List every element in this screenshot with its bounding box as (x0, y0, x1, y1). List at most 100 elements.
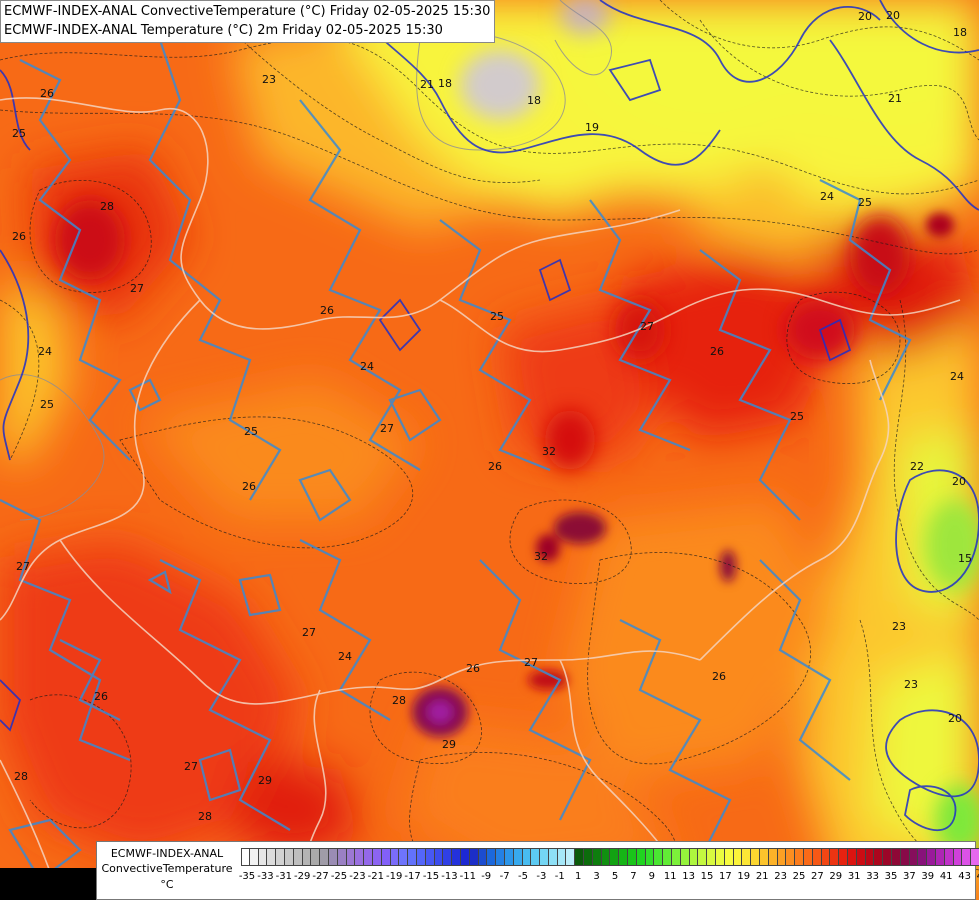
legend-tick-label: -7 (499, 871, 510, 882)
map-title-box: ECMWF-INDEX-ANAL ConvectiveTemperature (… (0, 0, 496, 43)
legend-tick-label: -19 (386, 871, 403, 882)
legend-swatch (716, 848, 725, 866)
contour-label: 21 (888, 92, 902, 105)
contour-label: 27 (184, 760, 198, 773)
legend-swatch (865, 848, 875, 866)
legend-swatch (944, 848, 954, 866)
legend-tick-label: -23 (349, 871, 366, 882)
legend-tick-label: 7 (630, 871, 637, 882)
legend-swatch (760, 848, 769, 866)
legend-swatch (372, 848, 382, 866)
contour-label: 23 (892, 620, 906, 633)
legend-swatch (918, 848, 928, 866)
legend-swatch (381, 848, 391, 866)
legend-swatch (443, 848, 453, 866)
legend-swatch (293, 848, 303, 866)
contour-label: 29 (258, 774, 272, 787)
legend-tick-label: 45 (977, 871, 979, 882)
contour-label: 24 (338, 650, 352, 663)
contour-label: 24 (950, 370, 964, 383)
legend-unit: °C (160, 878, 174, 891)
legend-swatch (504, 848, 514, 866)
contour-label: 28 (198, 810, 212, 823)
contour-label: 26 (40, 87, 54, 100)
legend-swatch (364, 848, 373, 866)
contour-label: 28 (100, 200, 114, 213)
contour-label: 27 (524, 656, 538, 669)
legend-tick-label: 37 (903, 871, 916, 882)
contour-label: 28 (14, 770, 28, 783)
legend-tick-label: 43 (958, 871, 971, 882)
legend-swatch (575, 848, 585, 866)
legend-swatch (786, 848, 796, 866)
contour-label: 26 (12, 230, 26, 243)
legend-swatch (812, 848, 822, 866)
contour-label: 24 (820, 190, 834, 203)
legend-swatch (856, 848, 866, 866)
legend-swatch (566, 848, 576, 866)
contour-label: 26 (712, 670, 726, 683)
legend-tick-label: -3 (536, 871, 547, 882)
legend-swatch (267, 848, 277, 866)
contour-label: 15 (958, 552, 972, 565)
contour-label: 19 (585, 121, 599, 134)
legend-swatch (962, 848, 972, 866)
legend-tick-label: -25 (330, 871, 348, 882)
legend-swatch (628, 848, 637, 866)
contour-label: 21 (420, 78, 434, 91)
legend-swatch (751, 848, 761, 866)
legend-swatch (707, 848, 717, 866)
contour-label: 18 (953, 26, 967, 39)
legend-swatch (249, 848, 259, 866)
title-line-temperature: ECMWF-INDEX-ANAL Temperature (°C) 2m Fri… (4, 23, 443, 38)
contour-label: 23 (262, 73, 276, 86)
legend-swatch (284, 848, 294, 866)
legend-tick-label: -1 (554, 871, 565, 882)
legend-swatch (276, 848, 285, 866)
contour-label: 27 (640, 320, 654, 333)
legend-swatch (927, 848, 936, 866)
legend-swatch (531, 848, 541, 866)
contour-label: 20 (858, 10, 872, 23)
legend-swatch (768, 848, 778, 866)
contour-label: 26 (242, 480, 256, 493)
legend-model: ECMWF-INDEX-ANAL (110, 847, 224, 860)
legend-tick-label: -29 (294, 871, 311, 882)
legend-swatch (971, 848, 979, 866)
legend-tick-label: -33 (257, 871, 274, 882)
contour-label: 25 (790, 410, 804, 423)
contour-label: 29 (442, 738, 456, 751)
legend-tick-label: -27 (312, 871, 329, 882)
contour-label: 26 (466, 662, 480, 675)
legend-swatch (478, 848, 488, 866)
legend-swatch (795, 848, 804, 866)
legend-swatch (839, 848, 848, 866)
contour-label: 18 (527, 94, 541, 107)
contour-label: 22 (910, 460, 924, 473)
title-line-convective: ECMWF-INDEX-ANAL ConvectiveTemperature (… (4, 4, 491, 19)
contour-label: 25 (40, 398, 54, 411)
legend-tick-label: 15 (700, 871, 714, 882)
contour-label: 27 (302, 626, 316, 639)
legend-tick-label: 1 (575, 871, 582, 882)
legend-tick-label: 19 (737, 871, 751, 882)
legend-swatch (953, 848, 963, 866)
contour-label: 25 (244, 425, 258, 438)
legend-swatch (680, 848, 690, 866)
contour-label: 26 (320, 304, 334, 317)
legend-swatch (487, 848, 497, 866)
legend-swatch (847, 848, 857, 866)
contour-label: 20 (952, 475, 966, 488)
legend-swatch (654, 848, 664, 866)
legend-swatch (390, 848, 400, 866)
legend-tick-label: -31 (275, 871, 292, 882)
legend-tick-label: -13 (441, 871, 458, 882)
contour-label: 25 (12, 127, 26, 140)
legend-swatch (416, 848, 426, 866)
contour-labels: 26 25 28 26 27 24 25 25 26 27 26 28 29 28 23 21 18 18 19 18… (12, 9, 972, 823)
legend-swatch (821, 848, 831, 866)
contour-label: 28 (392, 694, 406, 707)
legend-swatch (452, 848, 461, 866)
legend-tick-label: 13 (682, 871, 695, 882)
legend-swatch (469, 848, 479, 866)
